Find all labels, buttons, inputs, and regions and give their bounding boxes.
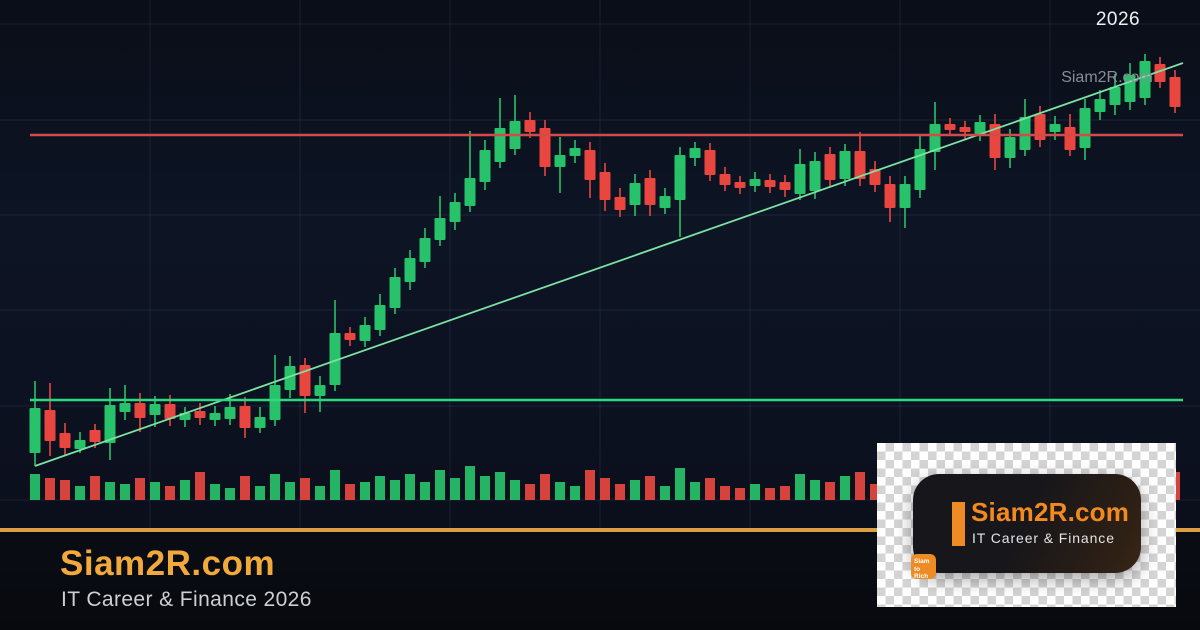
footer-brand-subtitle: IT Career & Finance 2026	[61, 588, 312, 611]
logo-transparency-checkerboard: Siam2R.com IT Career & Finance Siam to R…	[877, 443, 1176, 607]
footer-divider-line	[0, 528, 1200, 532]
footer-watermark: Siam2R.com	[1061, 69, 1153, 86]
footer-brand-title: Siam2R.com	[60, 544, 276, 583]
logo-card: Siam2R.com IT Career & Finance	[913, 474, 1141, 573]
logo-accent-bar	[952, 502, 965, 546]
badge-line-2: to Rich	[914, 565, 929, 581]
chart-year-label: 2026	[1095, 9, 1141, 30]
badge-line-1: Siam	[914, 558, 930, 565]
siam-to-rich-badge: Siam to Rich	[911, 554, 936, 581]
logo-brand-text: Siam2R.com	[971, 497, 1130, 527]
logo-tagline-text: IT Career & Finance	[972, 530, 1115, 546]
